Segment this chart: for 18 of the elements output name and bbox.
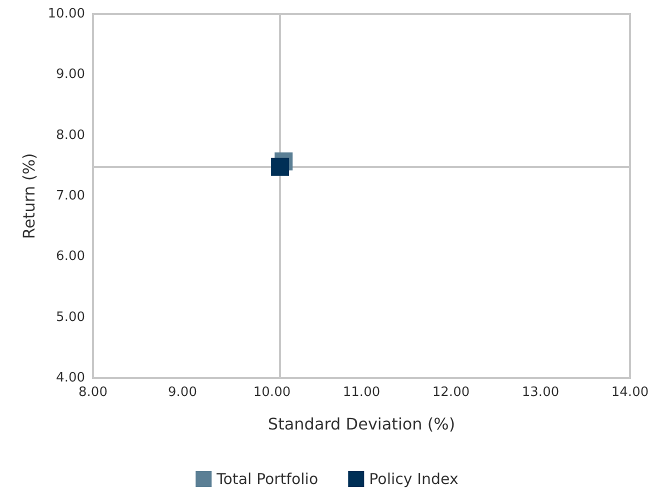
- legend-label: Total Portfolio: [216, 470, 318, 488]
- x-tick-label: 13.00: [522, 385, 560, 400]
- y-tick-label: 9.00: [56, 67, 85, 82]
- x-tick-label: 8.00: [78, 385, 108, 400]
- x-tick-label: 11.00: [342, 385, 380, 400]
- y-axis-title: Return (%): [19, 153, 38, 239]
- y-tick-label: 10.00: [48, 6, 85, 22]
- y-tick-label: 6.00: [56, 249, 85, 264]
- x-tick-label: 14.00: [611, 385, 649, 400]
- y-tick-label: 7.00: [56, 188, 85, 204]
- x-tick-label: 10.00: [253, 385, 291, 400]
- y-tick-label: 4.00: [56, 370, 85, 386]
- x-tick-label: 12.00: [432, 385, 470, 400]
- x-axis-title: Standard Deviation (%): [268, 414, 456, 434]
- y-tick-label: 8.00: [56, 128, 85, 143]
- y-tick-label: 5.00: [56, 310, 85, 325]
- legend-label: Policy Index: [369, 470, 458, 488]
- x-tick-label: 9.00: [168, 385, 197, 400]
